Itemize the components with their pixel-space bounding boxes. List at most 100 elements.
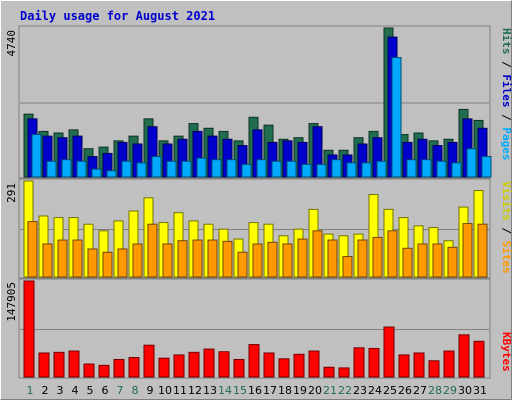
bar-pages-day-17 — [271, 160, 282, 178]
bar-sites-day-24 — [372, 236, 383, 278]
bar-kbytes-day-4 — [68, 350, 80, 378]
bar-sites-day-14 — [222, 240, 233, 278]
x-tick-label: 17 — [263, 384, 277, 397]
bar-sites-day-31 — [477, 223, 488, 278]
bar-sites-day-9 — [147, 223, 158, 278]
bar-kbytes-day-22 — [338, 367, 350, 378]
bar-pages-day-26 — [406, 159, 417, 178]
x-tick-label: 28 — [428, 384, 442, 397]
chart-title: Daily usage for August 2021 — [20, 9, 215, 23]
bar-sites-day-20 — [312, 230, 323, 278]
bar-pages-day-6 — [106, 170, 117, 178]
bar-sites-day-19 — [297, 238, 308, 278]
x-tick-label: 31 — [473, 384, 487, 397]
bar-kbytes-day-6 — [98, 364, 110, 378]
bar-pages-day-18 — [286, 160, 297, 178]
bar-pages-day-4 — [76, 160, 87, 178]
x-tick-label: 21 — [323, 384, 337, 397]
bar-sites-day-21 — [327, 239, 338, 278]
bar-pages-day-14 — [226, 159, 237, 178]
x-tick-label: 6 — [102, 384, 109, 397]
panel1-ymax-label: 4740 — [5, 30, 18, 57]
x-tick-label: 11 — [173, 384, 187, 397]
x-tick-label: 8 — [132, 384, 139, 397]
x-tick-label: 19 — [293, 384, 307, 397]
bar-sites-day-7 — [117, 248, 128, 278]
legend-hits: Hits — [500, 28, 512, 55]
bar-sites-day-17 — [267, 241, 278, 278]
bar-pages-day-16 — [256, 159, 267, 178]
bar-sites-day-29 — [447, 246, 458, 278]
legend-panel3: KBytes — [500, 332, 512, 372]
bar-sites-day-3 — [57, 239, 68, 278]
bar-kbytes-day-17 — [263, 352, 275, 378]
x-tick-label: 24 — [368, 384, 382, 397]
bar-sites-day-15 — [237, 251, 248, 278]
bar-kbytes-day-12 — [188, 351, 200, 378]
x-tick-label: 14 — [218, 384, 232, 397]
bar-pages-day-29 — [451, 162, 462, 178]
bar-sites-day-5 — [87, 248, 98, 278]
bar-sites-day-8 — [132, 243, 143, 278]
bar-pages-day-28 — [436, 160, 447, 178]
bar-kbytes-day-18 — [278, 358, 290, 378]
bar-kbytes-day-14 — [218, 351, 230, 378]
bar-sites-day-16 — [252, 243, 263, 278]
bar-sites-day-30 — [462, 223, 473, 278]
x-tick-label: 25 — [383, 384, 397, 397]
bar-pages-day-9 — [151, 156, 162, 178]
bar-kbytes-day-16 — [248, 344, 260, 378]
legend-sep: / — [500, 108, 512, 128]
bar-kbytes-day-15 — [233, 358, 245, 378]
x-tick-label: 27 — [413, 384, 427, 397]
bar-sites-day-6 — [102, 251, 113, 278]
bar-kbytes-day-21 — [323, 366, 335, 378]
bar-sites-day-1 — [27, 221, 38, 278]
legend-visits: Visits — [500, 181, 512, 221]
x-tick-label: 1 — [27, 384, 34, 397]
panel2-ymax-label: 291 — [5, 183, 18, 203]
x-tick-label: 3 — [57, 384, 64, 397]
x-tick-label: 30 — [458, 384, 472, 397]
bar-sites-day-18 — [282, 243, 293, 278]
bar-kbytes-day-30 — [458, 334, 470, 378]
x-tick-label: 23 — [353, 384, 367, 397]
bar-kbytes-day-25 — [383, 326, 395, 378]
x-tick-label: 18 — [278, 384, 292, 397]
bar-sites-day-26 — [402, 247, 413, 278]
bar-kbytes-day-23 — [353, 347, 365, 378]
bar-sites-day-13 — [207, 239, 218, 278]
bar-pages-day-31 — [481, 156, 492, 178]
bar-sites-day-11 — [177, 240, 188, 278]
legend-panel2: Visits / Sites — [500, 181, 512, 274]
bar-pages-day-10 — [166, 160, 177, 178]
bar-pages-day-27 — [421, 159, 432, 178]
bar-kbytes-day-10 — [158, 357, 170, 378]
bar-pages-day-24 — [376, 160, 387, 178]
bar-sites-day-27 — [417, 243, 428, 278]
bar-kbytes-day-28 — [428, 360, 440, 378]
bar-kbytes-day-20 — [308, 350, 320, 378]
bar-pages-day-1 — [31, 134, 42, 178]
bar-sites-day-23 — [357, 239, 368, 278]
bar-pages-day-22 — [346, 162, 357, 178]
bar-kbytes-day-27 — [413, 352, 425, 378]
bar-kbytes-day-3 — [53, 351, 65, 378]
bar-kbytes-day-26 — [398, 354, 410, 378]
bar-pages-day-8 — [136, 162, 147, 178]
bar-kbytes-day-11 — [173, 354, 185, 378]
bar-pages-day-21 — [331, 159, 342, 178]
legend-panel1: Hits / Files / Pages — [500, 28, 512, 161]
bar-sites-day-28 — [432, 243, 443, 278]
x-tick-label: 22 — [338, 384, 352, 397]
x-tick-label: 15 — [233, 384, 247, 397]
bar-pages-day-12 — [196, 157, 207, 178]
legend-kbytes: KBytes — [500, 332, 512, 372]
bar-pages-day-7 — [121, 160, 132, 178]
x-tick-label: 29 — [443, 384, 457, 397]
bar-sites-day-12 — [192, 239, 203, 278]
bar-pages-day-2 — [46, 160, 57, 178]
bar-pages-day-13 — [211, 159, 222, 178]
bar-sites-day-22 — [342, 256, 353, 278]
